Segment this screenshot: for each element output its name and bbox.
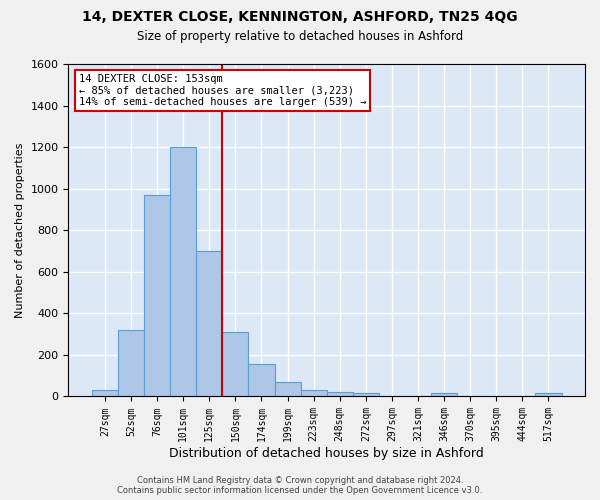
Text: 14 DEXTER CLOSE: 153sqm
← 85% of detached houses are smaller (3,223)
14% of semi: 14 DEXTER CLOSE: 153sqm ← 85% of detache… xyxy=(79,74,366,107)
Text: Size of property relative to detached houses in Ashford: Size of property relative to detached ho… xyxy=(137,30,463,43)
Bar xyxy=(275,382,301,396)
Bar xyxy=(431,394,457,396)
Bar xyxy=(92,390,118,396)
X-axis label: Distribution of detached houses by size in Ashford: Distribution of detached houses by size … xyxy=(169,447,484,460)
Bar xyxy=(248,364,275,396)
Bar xyxy=(223,332,248,396)
Text: 14, DEXTER CLOSE, KENNINGTON, ASHFORD, TN25 4QG: 14, DEXTER CLOSE, KENNINGTON, ASHFORD, T… xyxy=(82,10,518,24)
Bar xyxy=(353,394,379,396)
Bar xyxy=(144,195,170,396)
Bar xyxy=(118,330,144,396)
Bar xyxy=(327,392,353,396)
Bar xyxy=(170,147,196,396)
Bar xyxy=(301,390,327,396)
Y-axis label: Number of detached properties: Number of detached properties xyxy=(15,142,25,318)
Bar xyxy=(535,394,562,396)
Bar xyxy=(196,251,223,396)
Text: Contains HM Land Registry data © Crown copyright and database right 2024.
Contai: Contains HM Land Registry data © Crown c… xyxy=(118,476,482,495)
